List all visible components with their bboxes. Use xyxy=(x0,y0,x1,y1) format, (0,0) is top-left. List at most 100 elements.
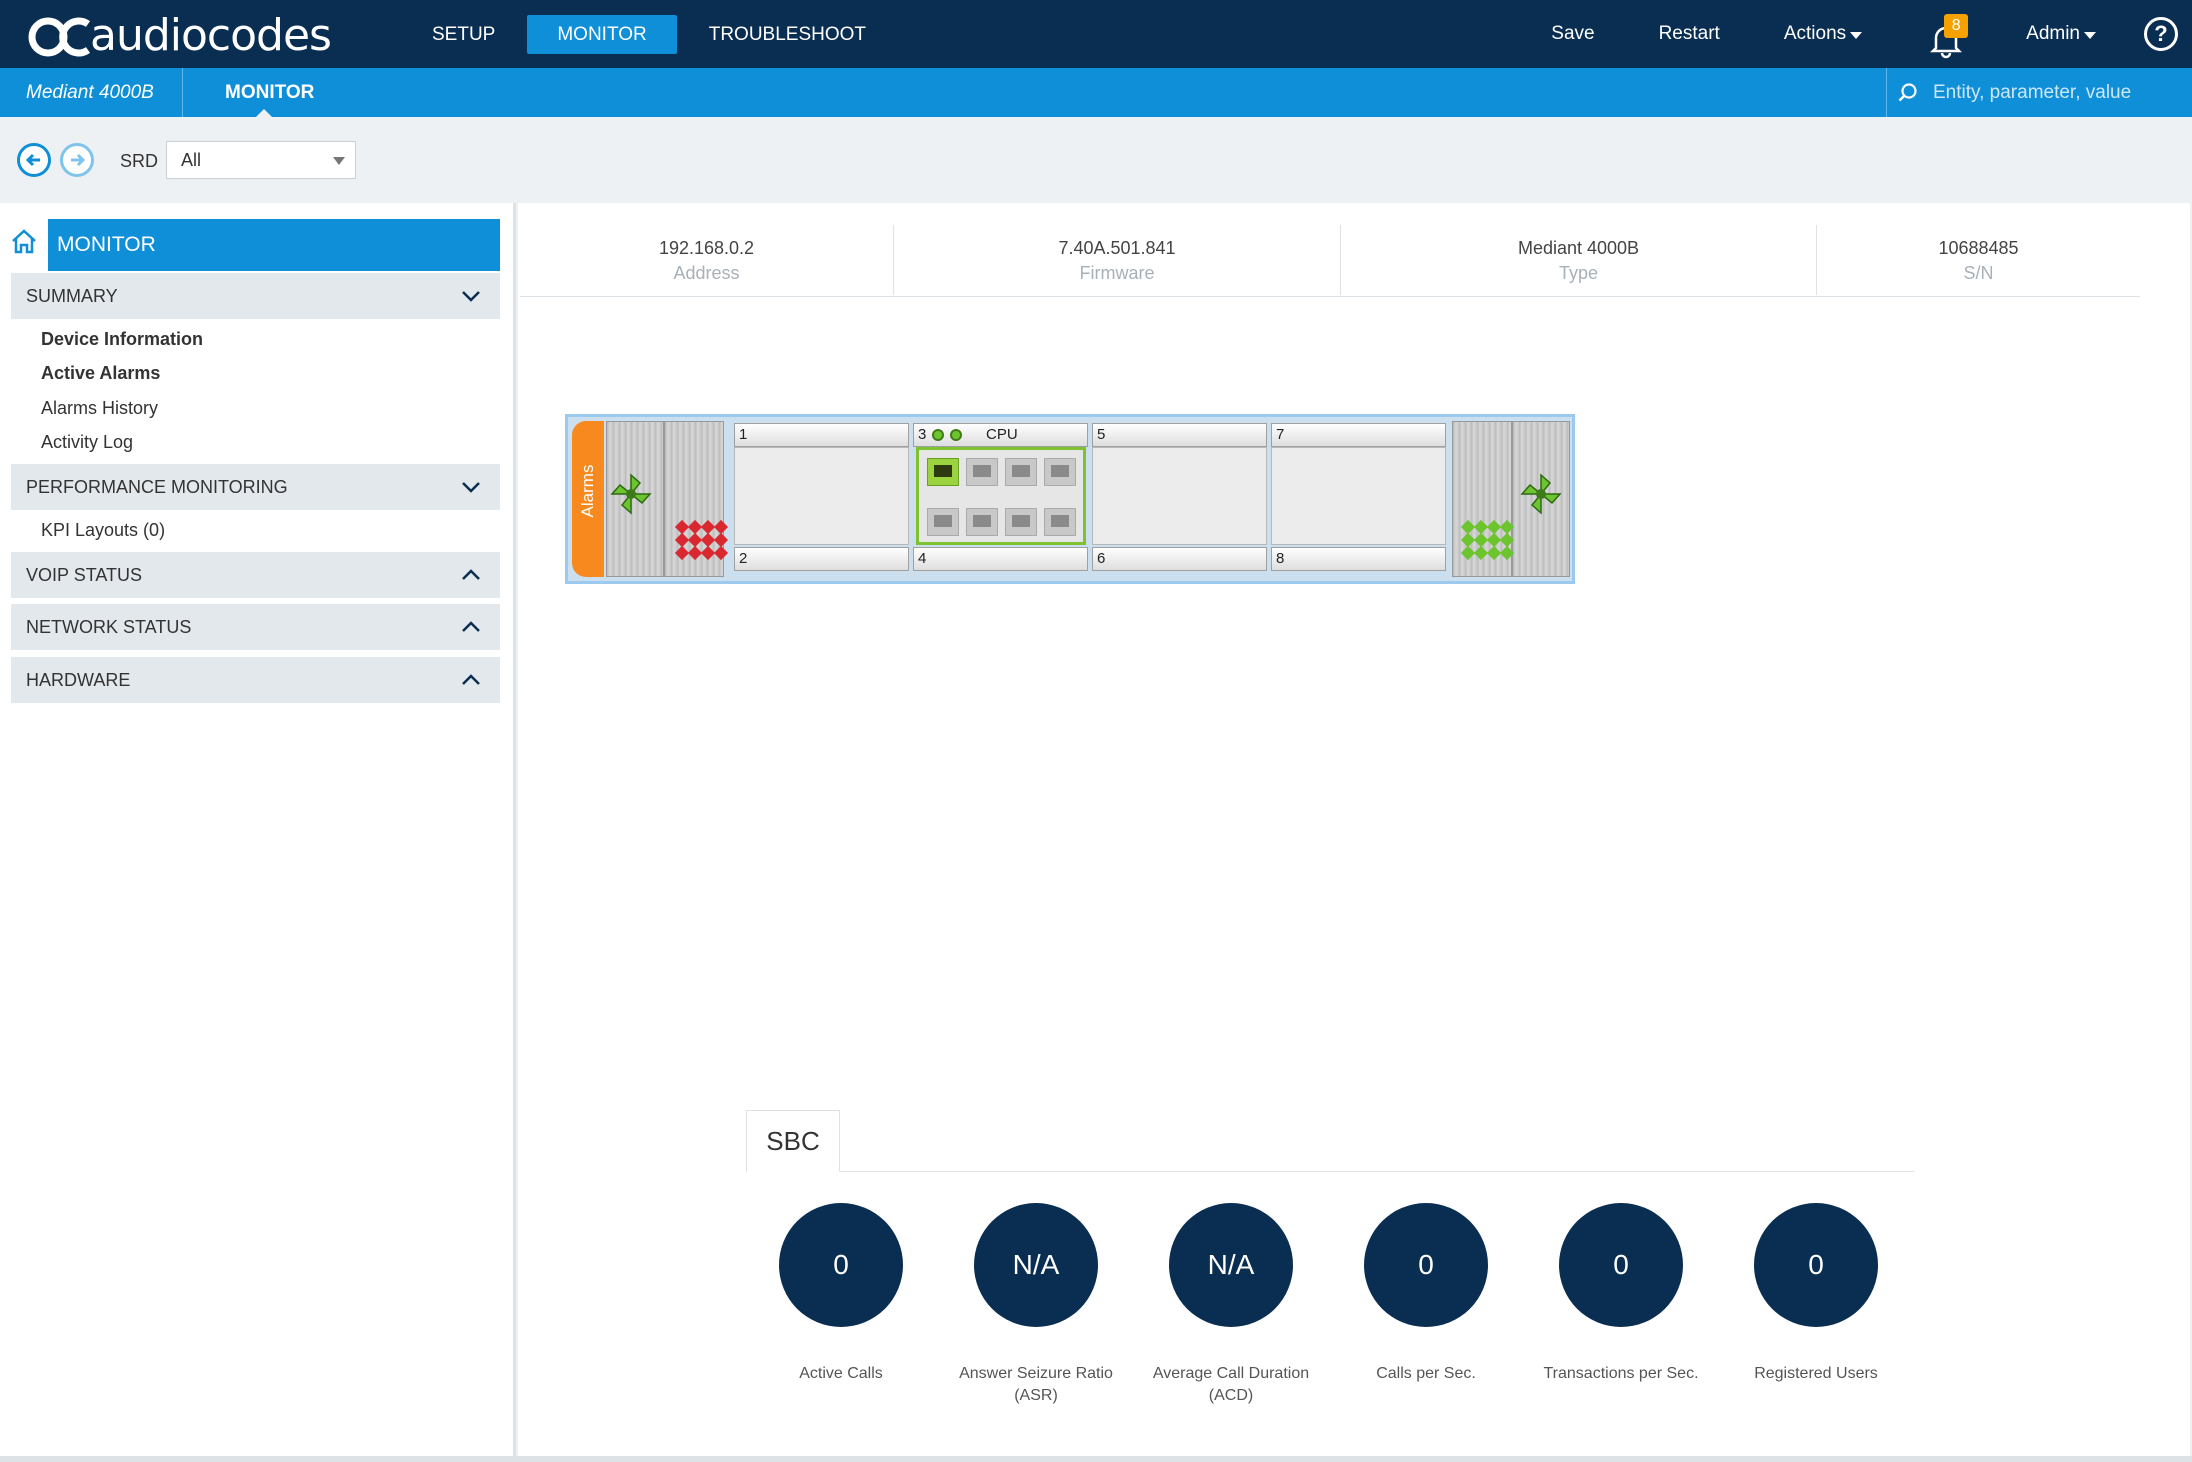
top-right-controls: Save Restart Actions 8 Admin ? xyxy=(1551,0,2192,68)
sidebar-header[interactable]: MONITOR xyxy=(48,219,500,271)
sidebar-item-kpi-layouts[interactable]: KPI Layouts (0) xyxy=(41,520,166,540)
toolbar: SRD All xyxy=(0,117,2192,203)
info-serial: 10688485 S/N xyxy=(1817,225,2140,295)
arrow-right-icon xyxy=(71,153,86,167)
back-button[interactable] xyxy=(17,143,51,177)
tab-sbc[interactable]: SBC xyxy=(746,1110,840,1172)
ethernet-port-icon[interactable] xyxy=(1005,458,1037,486)
help-button[interactable]: ? xyxy=(2144,17,2178,51)
srd-select[interactable]: All xyxy=(166,141,356,179)
slot-6-label[interactable]: 6 xyxy=(1092,547,1267,571)
fan-icon xyxy=(610,473,652,515)
slot-5-6-body[interactable] xyxy=(1092,447,1267,545)
chevron-down-icon xyxy=(462,482,480,493)
notification-badge: 8 xyxy=(1944,14,1969,38)
save-button[interactable]: Save xyxy=(1551,23,1595,44)
serial-value: 10688485 xyxy=(1938,238,2019,258)
forward-button[interactable] xyxy=(60,143,94,177)
chevron-down-icon xyxy=(1850,31,1863,39)
chevron-up-icon xyxy=(462,569,480,580)
serial-label: S/N xyxy=(1963,263,1994,283)
search-input[interactable] xyxy=(1933,81,2173,104)
type-value: Mediant 4000B xyxy=(1517,238,1640,258)
sidebar-section-voip-status[interactable]: VOIP STATUS xyxy=(11,552,500,598)
fan-icon xyxy=(1520,473,1562,515)
kpi-value: 0 xyxy=(779,1203,903,1327)
device-name[interactable]: Mediant 4000B xyxy=(26,82,154,103)
alarms-label: Alarms xyxy=(578,464,597,518)
kpi-value: 0 xyxy=(1559,1203,1683,1327)
ethernet-port-icon[interactable] xyxy=(966,458,998,486)
kpi-calls-per-sec: 0 Calls per Sec. xyxy=(1336,1203,1516,1385)
kpi-label: Calls per Sec. xyxy=(1376,1365,1476,1382)
user-label: Admin xyxy=(2026,23,2080,44)
slot-8-label[interactable]: 8 xyxy=(1271,547,1446,571)
device-info-strip: 192.168.0.2 Address 7.40A.501.841 Firmwa… xyxy=(520,225,2140,297)
info-firmware: 7.40A.501.841 Firmware xyxy=(894,225,1341,295)
ethernet-port-icon[interactable] xyxy=(927,458,959,486)
firmware-value: 7.40A.501.841 xyxy=(1058,238,1176,258)
cpu-board[interactable] xyxy=(916,447,1086,545)
info-address: 192.168.0.2 Address xyxy=(520,225,894,295)
slot-1-label[interactable]: 1 xyxy=(734,423,909,447)
ethernet-port-icon[interactable] xyxy=(1044,508,1076,536)
search-box xyxy=(1886,68,2192,117)
slot-2-label[interactable]: 2 xyxy=(734,547,909,571)
slot-1-2-body[interactable] xyxy=(734,447,909,545)
audiocodes-logo[interactable]: audiocodes xyxy=(28,8,332,62)
kpi-value: 0 xyxy=(1754,1203,1878,1327)
nav-monitor[interactable]: MONITOR xyxy=(527,15,677,54)
notifications-button[interactable]: 8 xyxy=(1926,14,1969,59)
power-supply-left[interactable] xyxy=(606,421,664,577)
slot-3-label[interactable]: 3 CPU xyxy=(913,423,1088,447)
status-leds-green xyxy=(1460,519,1515,561)
alarms-tab[interactable]: Alarms xyxy=(572,421,604,577)
logo-text: audiocodes xyxy=(90,9,332,61)
ethernet-port-icon[interactable] xyxy=(966,508,998,536)
audiocodes-logo-mark-icon xyxy=(28,17,91,57)
home-icon[interactable] xyxy=(10,227,38,255)
kpi-asr: N/A Answer Seizure Ratio (ASR) xyxy=(946,1203,1126,1407)
kpi-registered-users: 0 Registered Users xyxy=(1726,1203,1906,1385)
sidebar-section-hardware[interactable]: HARDWARE xyxy=(11,657,500,703)
divider xyxy=(182,68,183,117)
section-label: VOIP STATUS xyxy=(26,565,143,585)
ethernet-port-icon[interactable] xyxy=(1005,508,1037,536)
firmware-label: Firmware xyxy=(1079,263,1155,283)
active-indicator xyxy=(256,109,272,117)
sub-bar: Mediant 4000B MONITOR xyxy=(0,68,2192,117)
kpi-label: Registered Users xyxy=(1754,1365,1878,1382)
section-label: SUMMARY xyxy=(26,286,118,306)
nav-setup[interactable]: SETUP xyxy=(432,24,496,45)
chevron-down-icon xyxy=(462,291,480,302)
slot-7-label[interactable]: 7 xyxy=(1271,423,1446,447)
actions-menu[interactable]: Actions xyxy=(1783,23,1863,45)
sidebar-section-summary[interactable]: SUMMARY xyxy=(11,273,500,319)
slot-7-8-body[interactable] xyxy=(1271,447,1446,545)
user-menu[interactable]: Admin xyxy=(2026,23,2096,45)
tab-underline xyxy=(746,1171,1914,1172)
sidebar-item-alarms-history[interactable]: Alarms History xyxy=(41,398,159,418)
slot-5-label[interactable]: 5 xyxy=(1092,423,1267,447)
sidebar-item-active-alarms[interactable]: Active Alarms xyxy=(41,363,161,383)
restart-button[interactable]: Restart xyxy=(1658,23,1720,44)
slot-4-label[interactable]: 4 xyxy=(913,547,1088,571)
nav-troubleshoot[interactable]: TROUBLESHOOT xyxy=(708,24,867,45)
arrow-left-icon xyxy=(25,153,40,167)
ethernet-port-icon[interactable] xyxy=(1044,458,1076,486)
bottom-border xyxy=(0,1456,2192,1462)
sidebar: MONITOR SUMMARY Device Information Activ… xyxy=(0,203,516,1459)
sidebar-section-network-status[interactable]: NETWORK STATUS xyxy=(11,604,500,650)
sidebar-section-performance-monitoring[interactable]: PERFORMANCE MONITORING xyxy=(11,464,500,510)
section-label: PERFORMANCE MONITORING xyxy=(26,477,288,497)
device-chassis: Alarms 1 2 3 CPU xyxy=(565,414,1575,584)
slot-3-number: 3 xyxy=(918,426,927,443)
search-icon xyxy=(1898,82,1917,101)
kpi-acd: N/A Average Call Duration (ACD) xyxy=(1141,1203,1321,1407)
actions-label: Actions xyxy=(1783,23,1847,44)
top-nav: SETUP MONITOR TROUBLESHOOT xyxy=(410,15,898,54)
sidebar-item-device-information[interactable]: Device Information xyxy=(41,329,204,349)
ethernet-port-icon[interactable] xyxy=(927,508,959,536)
sidebar-item-activity-log[interactable]: Activity Log xyxy=(41,432,134,452)
main-panel: 192.168.0.2 Address 7.40A.501.841 Firmwa… xyxy=(518,203,2190,1459)
